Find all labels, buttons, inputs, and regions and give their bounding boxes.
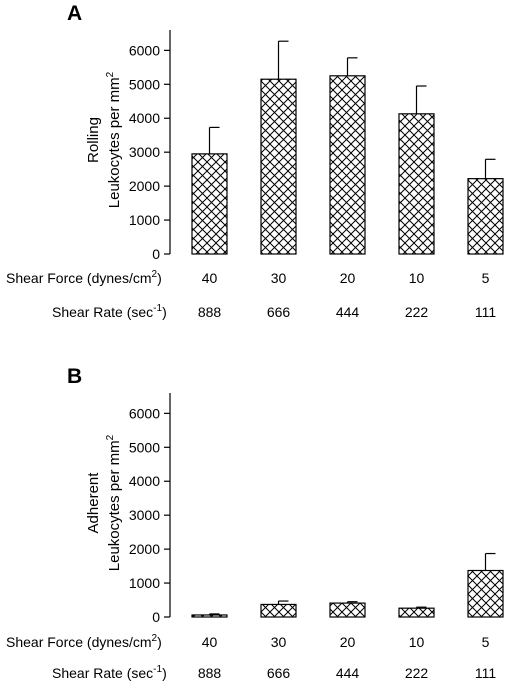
- panel-a-y-tick-label: 2000: [129, 178, 160, 194]
- panel-b-y-tick-label: 1000: [129, 575, 160, 591]
- panel-b-shear-force-value: 20: [340, 634, 356, 650]
- panel-b-y-tick-label: 4000: [129, 473, 160, 489]
- panel-a-bar-10: [398, 113, 435, 255]
- panel-b-y-tick-label: 3000: [129, 507, 160, 523]
- panel-a-shear-force-value: 40: [202, 270, 218, 286]
- panel-b-shear-force-value: 40: [202, 634, 218, 650]
- panel-b-y-tick-label: 0: [152, 609, 160, 625]
- panel-b-bar-40: [191, 614, 228, 618]
- panel-a-bar-30: [260, 78, 297, 255]
- panel-b-shear-rate-value: 444: [336, 665, 360, 681]
- panel-b-adherent: B 0 1000 2000 3000 4000 5000 6000 Adherent Leukoc…: [6, 365, 504, 681]
- panel-b-bar-20: [329, 602, 366, 618]
- panel-a-shear-force-value: 10: [409, 270, 425, 286]
- panel-a-y-tick-label: 3000: [129, 144, 160, 160]
- panel-b-shear-rate-label: Shear Rate (sec-1): [52, 664, 167, 681]
- panel-a-shear-rate-value: 222: [405, 304, 429, 320]
- panel-b-y-tick-label: 6000: [129, 405, 160, 421]
- panel-a-rolling: A 0 1000 2000 3000 4000 5000 6000 Rolling Leukocy…: [6, 2, 504, 320]
- panel-b-ylabel-line1: Adherent: [85, 472, 102, 534]
- panel-b-shear-force-value: 30: [271, 634, 287, 650]
- panel-b-shear-rate-value: 666: [267, 665, 291, 681]
- panel-b-ylabel-line2: Leukocytes per mm2: [105, 434, 123, 571]
- panel-a-letter: A: [67, 2, 82, 25]
- panel-a-y-tick-label: 1000: [129, 212, 160, 228]
- panel-a-ylabel-line1: Rolling: [85, 117, 102, 163]
- panel-a-shear-force-value: 30: [271, 270, 287, 286]
- panel-a-shear-force-label: Shear Force (dynes/cm2): [6, 269, 162, 286]
- panel-a-ylabel-line2: Leukocytes per mm2: [105, 71, 123, 208]
- panel-a-shear-force-value: 5: [482, 270, 490, 286]
- panel-b-letter: B: [67, 365, 82, 388]
- panel-a-y-tick-label: 5000: [129, 76, 160, 92]
- panel-b-shear-force-value: 10: [409, 634, 425, 650]
- panel-b-bar-5: [467, 569, 504, 618]
- panel-a-shear-rate-label: Shear Rate (sec-1): [52, 303, 167, 320]
- panel-b-y-tick-label: 2000: [129, 541, 160, 557]
- panel-a-shear-rate-value: 444: [336, 304, 360, 320]
- panel-b-shear-force-value: 5: [482, 634, 490, 650]
- panel-a-shear-rate-value: 888: [198, 304, 222, 320]
- panel-a-bar-20: [329, 75, 366, 255]
- panel-a-bar-40: [191, 153, 228, 255]
- panel-b-shear-rate-value: 222: [405, 665, 429, 681]
- panel-b-shear-rate-value: 111: [475, 665, 496, 681]
- panel-a-y-tick-label: 0: [152, 246, 160, 262]
- panel-a-y-tick-label: 4000: [129, 110, 160, 126]
- panel-a-shear-force-value: 20: [340, 270, 356, 286]
- panel-b-y-tick-label: 5000: [129, 439, 160, 455]
- panel-b-shear-rate-value: 888: [198, 665, 222, 681]
- panel-a-bar-5: [467, 178, 504, 255]
- panel-b-bar-30: [260, 603, 297, 618]
- panel-b-shear-force-label: Shear Force (dynes/cm2): [6, 633, 162, 650]
- panel-a-shear-rate-value: 666: [267, 304, 291, 320]
- panel-a-shear-rate-value: 111: [475, 304, 496, 320]
- panel-b-bar-10: [398, 607, 435, 618]
- panel-a-y-tick-label: 6000: [129, 42, 160, 58]
